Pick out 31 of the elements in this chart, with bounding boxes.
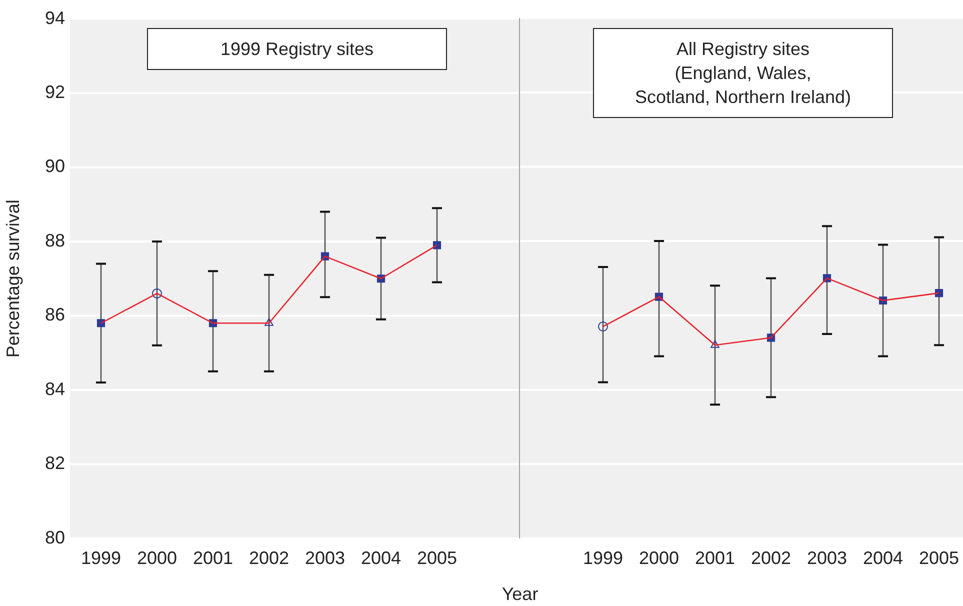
- y-tick-label: 82: [44, 453, 65, 474]
- y-tick-label: 80: [44, 527, 65, 548]
- x-tick-label: 2001: [192, 548, 234, 568]
- point: [710, 340, 720, 348]
- point: [96, 319, 106, 328]
- x-axis-title: Year: [500, 584, 540, 605]
- y-tick-label: 90: [44, 156, 65, 176]
- x-tick-label: 2004: [360, 548, 402, 568]
- y-axis-title: Percentage survival: [2, 200, 23, 358]
- x-tick-label: 2005: [416, 548, 458, 568]
- x-tick-label: 2005: [918, 548, 960, 568]
- y-tick-label: 84: [44, 378, 65, 399]
- point: [934, 289, 944, 298]
- x-tick-label: 2004: [862, 548, 904, 568]
- y-tick-label: 92: [44, 82, 65, 102]
- x-tick-label: 1999: [80, 548, 122, 568]
- x-tick-label: 2003: [806, 548, 848, 568]
- y-tick-label: 94: [44, 8, 65, 28]
- x-tick-label: 2003: [304, 548, 346, 568]
- point: [152, 288, 162, 298]
- y-tick-label: 86: [44, 304, 65, 325]
- point: [264, 318, 274, 326]
- x-tick-label: 2001: [694, 548, 736, 568]
- x-tick-label: 1999: [582, 548, 624, 568]
- x-tick-label: 2002: [248, 548, 290, 568]
- x-tick-label: 2000: [638, 548, 680, 568]
- y-tick-label: 88: [44, 230, 65, 250]
- x-tick-label: 2002: [750, 548, 792, 568]
- point: [432, 241, 442, 250]
- x-tick-label: 2000: [136, 548, 178, 568]
- point: [598, 322, 608, 332]
